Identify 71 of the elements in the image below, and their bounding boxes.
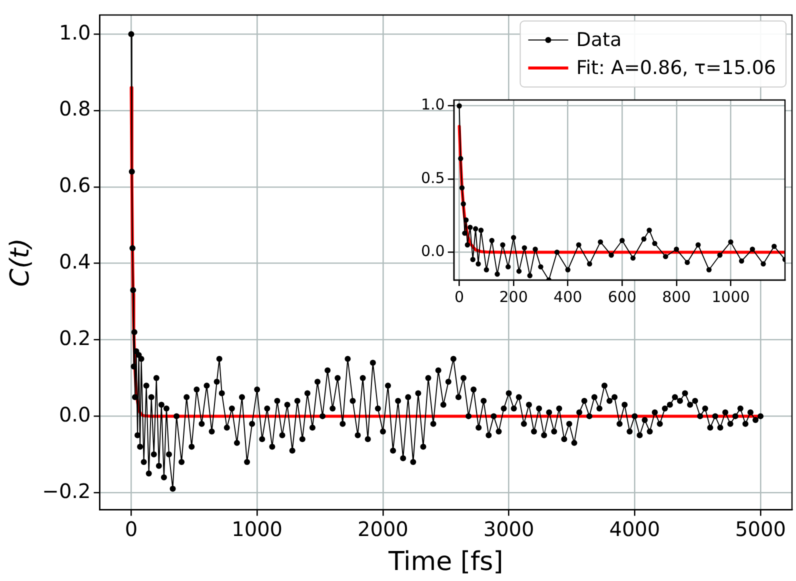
point [468, 224, 473, 230]
point [464, 242, 470, 248]
point [484, 267, 490, 272]
point [460, 201, 466, 207]
point [506, 264, 511, 270]
point [478, 228, 484, 233]
x-tick-label: 0 [124, 517, 138, 542]
point [750, 246, 756, 252]
x-tick-label: 4000 [609, 517, 660, 542]
point [608, 252, 614, 258]
point [586, 261, 592, 267]
y-tick-label: 0.0 [58, 402, 91, 426]
point [456, 103, 462, 108]
point [717, 252, 722, 258]
point [532, 246, 538, 252]
point [522, 245, 528, 250]
point [598, 239, 604, 245]
y-tick-label: 0.2 [58, 326, 91, 350]
point [565, 267, 570, 272]
point [458, 156, 464, 162]
y-tick-label: 1.0 [420, 96, 445, 114]
y-tick-label: 0.6 [58, 173, 91, 198]
point [470, 256, 476, 262]
x-tick-label: 1000 [712, 288, 750, 306]
y-tick-label: −0.2 [42, 478, 91, 503]
x-axis-title: Time [fs] [387, 547, 504, 578]
x-tick-label: 600 [608, 288, 636, 306]
y-tick-label: 0.8 [58, 96, 91, 121]
point [674, 246, 680, 252]
legend-label: Data [576, 28, 622, 51]
point [472, 226, 478, 232]
point [527, 273, 532, 278]
point [538, 264, 544, 270]
point [554, 250, 560, 255]
x-tick-label: 800 [662, 288, 691, 306]
x-tick-label: 3000 [483, 517, 534, 542]
y-axis-title: C(t) [5, 238, 36, 287]
y-tick-label: 0.0 [420, 242, 445, 260]
point [760, 261, 766, 267]
x-tick-label: 200 [499, 288, 528, 306]
y-tick-label: 0.5 [420, 168, 445, 187]
point [662, 254, 668, 260]
point [684, 260, 690, 266]
legend-label: Fit: A=0.86, τ=15.06 [576, 56, 776, 79]
x-tick-label: 5000 [735, 517, 786, 542]
point [459, 185, 465, 190]
x-tick-label: 2000 [358, 517, 408, 542]
point [728, 239, 734, 245]
x-tick-label: 0 [454, 288, 464, 306]
point [620, 238, 625, 244]
y-tick-label: 1.0 [58, 20, 91, 44]
point [652, 240, 658, 246]
point [738, 258, 744, 264]
point [772, 244, 777, 249]
point [646, 228, 652, 233]
point [630, 255, 636, 261]
point [706, 267, 712, 272]
point [489, 238, 494, 244]
x-tick-label: 400 [554, 288, 582, 306]
point [500, 242, 506, 248]
point [641, 236, 646, 242]
point [510, 234, 516, 240]
point [696, 242, 701, 248]
point [576, 242, 582, 248]
point [494, 272, 500, 277]
x-tick-label: 1000 [232, 517, 283, 542]
point [476, 261, 481, 267]
y-tick-label: 0.4 [58, 250, 91, 274]
point [516, 268, 522, 274]
point [462, 230, 468, 236]
point [463, 217, 469, 223]
